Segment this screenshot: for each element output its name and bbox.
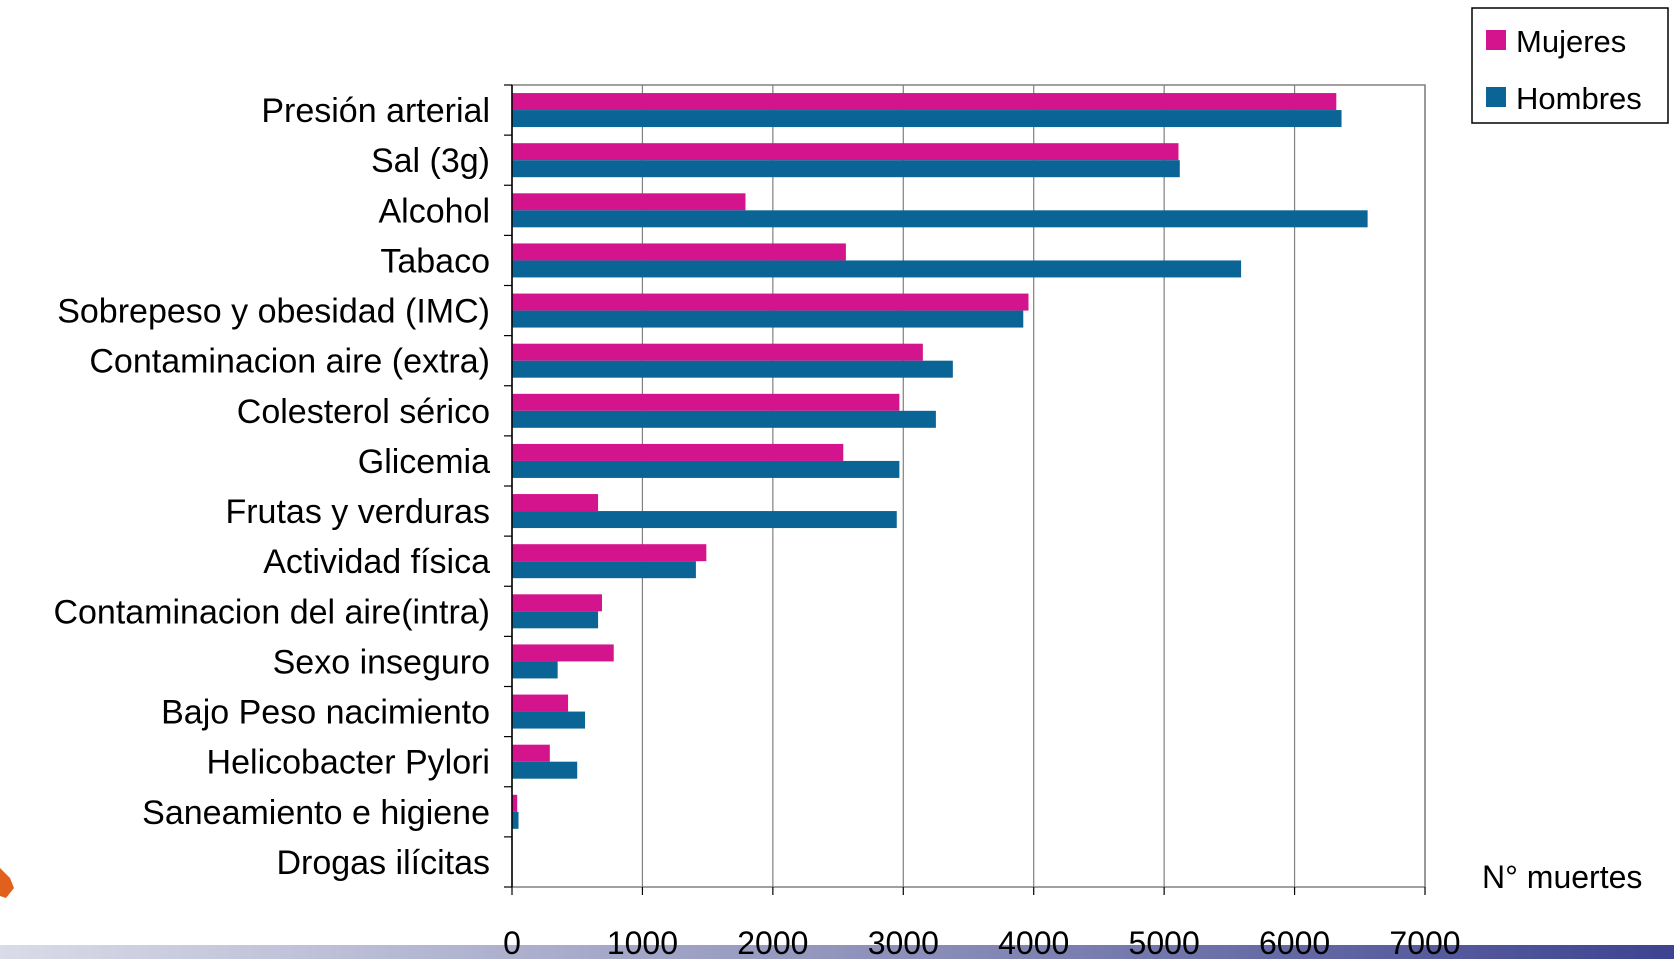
bar-mujeres-14	[512, 794, 518, 812]
bar-hombres-5	[512, 360, 953, 378]
footer-gradient-band	[0, 945, 1674, 959]
bar-mujeres-0	[512, 93, 1337, 111]
category-label: Actividad física	[263, 543, 490, 581]
bar-mujeres-10	[512, 594, 602, 612]
bar-mujeres-12	[512, 694, 569, 712]
category-label: Contaminacion del aire(intra)	[53, 593, 490, 631]
legend: Mujeres Hombres	[1471, 7, 1669, 124]
bar-hombres-8	[512, 511, 897, 529]
bar-mujeres-6	[512, 393, 900, 411]
bar-hombres-12	[512, 711, 586, 729]
category-labels: Presión arterial Sal (3g) Alcohol Tabaco So…	[53, 92, 490, 882]
bar-mujeres-4	[512, 293, 1029, 311]
bar-hombres-13	[512, 761, 578, 779]
category-label: Bajo Peso nacimiento	[161, 694, 490, 732]
bar-hombres-2	[512, 210, 1368, 228]
bar-mujeres-1	[512, 143, 1179, 161]
category-label: Sobrepeso y obesidad (IMC)	[57, 293, 490, 331]
x-tick-label: 3000	[868, 925, 939, 959]
category-label: Contaminacion aire (extra)	[89, 343, 490, 381]
x-tick-label: 0	[503, 925, 521, 959]
legend-swatch-hombres	[1486, 87, 1506, 107]
bar-mujeres-8	[512, 494, 599, 512]
bar-hombres-4	[512, 310, 1024, 328]
logo-fragment	[0, 868, 14, 898]
category-label: Helicobacter Pylori	[207, 744, 490, 782]
bar-mujeres-7	[512, 443, 844, 461]
category-label: Presión arterial	[261, 92, 490, 130]
category-label: Saneamiento e higiene	[142, 794, 490, 832]
bar-hombres-14	[512, 811, 519, 829]
category-label: Frutas y verduras	[225, 493, 490, 531]
legend-label-hombres: Hombres	[1516, 81, 1642, 116]
bar-mujeres-9	[512, 544, 707, 562]
x-tick-labels: 0 1000 2000 3000 4000 5000 6000 7000	[503, 925, 1460, 959]
bar-mujeres-5	[512, 343, 923, 361]
bars	[512, 93, 1368, 829]
bar-hombres-1	[512, 160, 1180, 178]
legend-label-mujeres: Mujeres	[1516, 24, 1626, 59]
category-label: Alcohol	[378, 192, 490, 230]
bar-hombres-0	[512, 110, 1342, 128]
category-label: Tabaco	[380, 242, 490, 280]
bar-hombres-9	[512, 561, 696, 579]
x-tick-label: 6000	[1259, 925, 1330, 959]
bar-hombres-3	[512, 260, 1242, 278]
category-label: Sal (3g)	[371, 142, 490, 180]
x-tick-label: 7000	[1389, 925, 1460, 959]
axes	[504, 84, 513, 888]
x-tick-label: 5000	[1129, 925, 1200, 959]
category-label: Colesterol sérico	[237, 393, 490, 431]
bar-hombres-7	[512, 460, 900, 478]
legend-swatch-mujeres	[1486, 30, 1506, 50]
x-tick-label: 2000	[737, 925, 808, 959]
bar-mujeres-2	[512, 193, 746, 211]
bar-mujeres-11	[512, 644, 614, 662]
category-label: Glicemia	[358, 443, 490, 481]
x-tick-label: 4000	[998, 925, 1069, 959]
x-tick-label: 1000	[607, 925, 678, 959]
category-label: Drogas ilícitas	[276, 844, 490, 882]
bar-mujeres-3	[512, 243, 846, 261]
bar-mujeres-13	[512, 744, 550, 762]
bar-hombres-11	[512, 661, 558, 679]
x-axis-title: N° muertes	[1482, 859, 1642, 895]
bar-hombres-6	[512, 410, 936, 428]
bar-hombres-10	[512, 611, 599, 629]
category-label: Sexo inseguro	[273, 643, 490, 681]
